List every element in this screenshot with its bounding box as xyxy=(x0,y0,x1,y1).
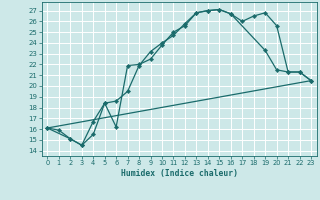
X-axis label: Humidex (Indice chaleur): Humidex (Indice chaleur) xyxy=(121,169,238,178)
